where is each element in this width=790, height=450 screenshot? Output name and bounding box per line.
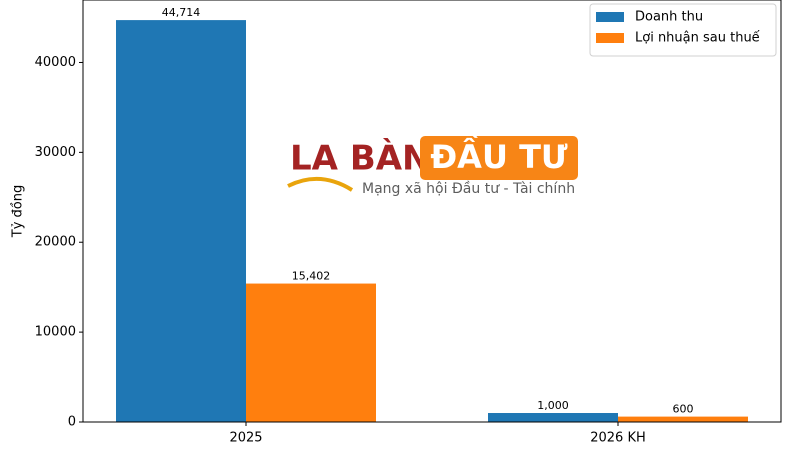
legend-label: Doanh thu	[635, 10, 703, 25]
value-label: 15,402	[292, 270, 331, 283]
y-axis-label: Tỷ đồng	[11, 185, 26, 238]
y-tick-label: 0	[68, 415, 76, 430]
legend-label: Lợi nhuận sau thuế	[635, 31, 760, 46]
value-label: 44,714	[162, 6, 201, 19]
y-tick-label: 30000	[35, 145, 76, 160]
legend-swatch	[596, 12, 624, 22]
legend-frame	[589, 3, 777, 57]
watermark-swoosh	[287, 176, 354, 192]
bar	[618, 416, 748, 422]
x-tick-label: 2025	[229, 431, 262, 446]
plot-frame	[82, 0, 782, 423]
x-tick-label: 2026 KH	[590, 431, 646, 446]
watermark: LA BÀN ĐẦU TƯ Mạng xã hội Đầu tư - Tài c…	[287, 134, 578, 197]
value-label: 1,000	[537, 399, 569, 412]
watermark-brand: LA BÀN	[290, 138, 431, 179]
y-tick-label: 10000	[35, 325, 76, 340]
watermark-brand-badge: ĐẦU TƯ	[430, 134, 568, 176]
watermark-badge	[420, 136, 578, 180]
bar	[246, 283, 376, 422]
y-tick-label: 40000	[35, 55, 76, 70]
bar	[488, 413, 618, 422]
y-tick-label: 20000	[35, 235, 76, 250]
watermark-tagline: Mạng xã hội Đầu tư - Tài chính	[362, 181, 575, 197]
legend-swatch	[596, 33, 624, 43]
value-label: 600	[673, 403, 694, 416]
legend: Doanh thu Lợi nhuận sau thuế	[589, 3, 777, 57]
bar	[116, 20, 246, 422]
